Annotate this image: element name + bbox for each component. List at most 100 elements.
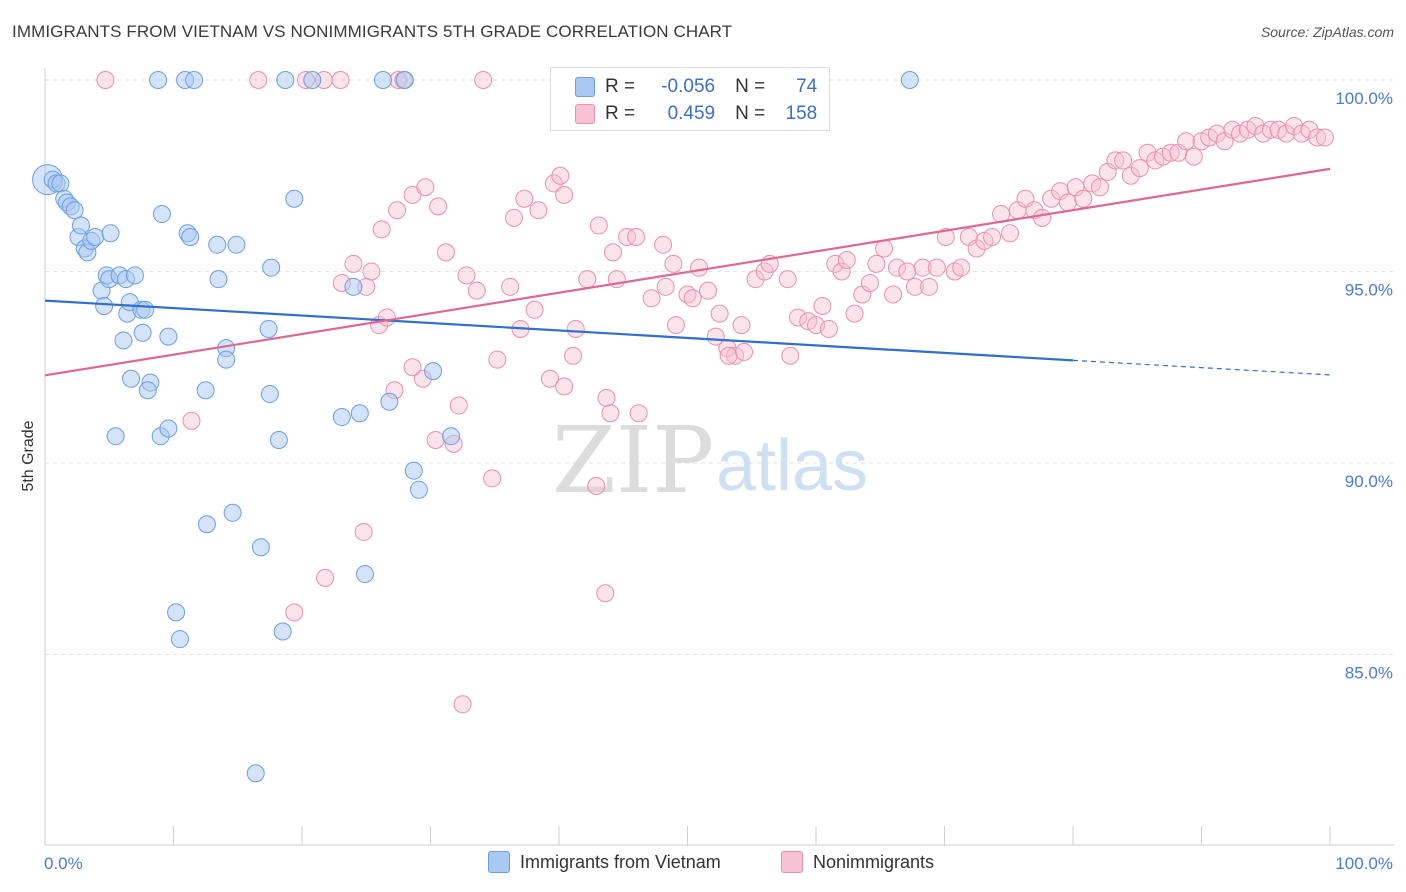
- vietnam-point: [404, 461, 423, 480]
- nonimmigrant-point: [1184, 147, 1203, 166]
- nonimmigrant-point: [555, 377, 574, 396]
- nonimmigrant-point: [1025, 201, 1044, 220]
- nonimmigrant-point: [666, 316, 685, 335]
- nonimmigrant-point: [596, 584, 615, 603]
- watermark-atlas: atlas: [716, 426, 868, 506]
- nonimmigrant-point: [1130, 159, 1149, 178]
- nonimmigrant-point: [875, 239, 894, 258]
- x-tick-max: 100.0%: [1335, 854, 1393, 873]
- vietnam-point: [344, 277, 363, 296]
- chart-title: IMMIGRANTS FROM VIETNAM VS NONIMMIGRANTS…: [12, 22, 733, 41]
- legend-n-label: N =: [735, 76, 766, 97]
- legend-n-value: 74: [796, 76, 818, 97]
- nonimmigrant-point: [1207, 124, 1226, 143]
- nonimmigrant-point: [249, 71, 268, 89]
- nonimmigrant-point: [778, 270, 797, 289]
- legend-row-vietnam: R = -0.056 N = 74: [575, 75, 817, 99]
- nonimmigrant-point: [1114, 151, 1133, 170]
- nonimmigrant-point: [699, 281, 718, 300]
- legend-r-value: 0.459: [667, 103, 716, 124]
- nonimmigrant-point: [1285, 116, 1304, 135]
- nonimmigrant-point: [555, 185, 574, 204]
- nonimmigrant-point: [488, 350, 507, 369]
- legend-n-label: N =: [735, 103, 766, 124]
- vietnam-point: [196, 381, 215, 400]
- nonimmigrant-point: [627, 228, 646, 247]
- nonimmigrant-point: [597, 388, 616, 407]
- vietnam-point: [185, 71, 204, 89]
- nonimmigrant-point: [316, 568, 335, 587]
- nonimmigrant-trend-line: [44, 167, 1331, 377]
- nonimmigrant-point: [726, 346, 745, 365]
- source-credit: Source: ZipAtlas.com: [1260, 24, 1394, 40]
- nonimmigrant-point: [587, 476, 606, 495]
- bottom-swatch-pink: [781, 851, 803, 873]
- vietnam-point: [181, 228, 200, 247]
- y-tick-label: 85.0%: [1345, 664, 1393, 683]
- nonimmigrant-point: [719, 346, 738, 365]
- nonimmigrant-point: [1001, 224, 1020, 243]
- nonimmigrant-point: [654, 235, 673, 254]
- nonimmigrant-point: [732, 316, 751, 335]
- nonimmigrant-point: [690, 258, 709, 277]
- legend-r-value: -0.056: [661, 76, 716, 97]
- vietnam-point: [136, 300, 155, 319]
- nonimmigrant-point: [1300, 120, 1319, 139]
- y-tick-label: 95.0%: [1345, 281, 1393, 300]
- vietnam-point: [380, 392, 399, 411]
- nonimmigrant-point: [551, 166, 570, 185]
- nonimmigrant-point: [436, 243, 455, 262]
- nonimmigrant-point: [603, 243, 622, 262]
- vietnam-point: [159, 327, 178, 346]
- vietnam-point: [442, 427, 461, 446]
- vietnam-point: [71, 216, 90, 235]
- nonimmigrant-point: [578, 270, 597, 289]
- legend-row-nonimmigrants: R = 0.459 N = 158: [575, 102, 817, 126]
- nonimmigrant-point: [426, 431, 445, 450]
- nonimmigrant-point: [983, 228, 1002, 247]
- nonimmigrant-point: [372, 220, 391, 239]
- nonimmigrant-point: [845, 304, 864, 323]
- legend-swatch-blue: [575, 77, 595, 97]
- axes: [44, 68, 1395, 846]
- vietnam-point: [260, 385, 279, 404]
- nonimmigrant-point: [505, 208, 524, 227]
- vietnam-points: [32, 71, 919, 783]
- vietnam-point: [197, 515, 216, 534]
- nonimmigrant-point: [746, 270, 765, 289]
- vietnam-point: [167, 603, 186, 622]
- nonimmigrant-point: [449, 396, 468, 415]
- vietnam-point: [424, 362, 443, 381]
- legend-r-label: R =: [605, 76, 636, 97]
- correlation-legend: R = -0.056 N = 74 R = 0.459 N = 158: [550, 67, 830, 131]
- nonimmigrant-point: [457, 266, 476, 285]
- nonimmigrant-point: [913, 258, 932, 277]
- vietnam-point: [122, 369, 141, 388]
- bottom-legend-label: Nonimmigrants: [813, 851, 935, 872]
- nonimmigrant-point: [474, 71, 493, 89]
- nonimmigrant-point: [416, 178, 435, 197]
- vietnam-point: [227, 235, 246, 254]
- nonimmigrant-point: [1074, 189, 1093, 208]
- nonimmigrant-point: [483, 469, 502, 488]
- vietnam-point: [86, 228, 105, 247]
- vietnam-point: [125, 266, 144, 285]
- nonimmigrant-point: [564, 346, 583, 365]
- nonimmigrant-point: [566, 319, 585, 338]
- nonimmigrant-point: [898, 262, 917, 281]
- nonimmigrant-point: [362, 262, 381, 281]
- vietnam-point: [355, 565, 374, 584]
- vietnam-point: [262, 258, 281, 277]
- nonimmigrant-point: [429, 197, 448, 216]
- vietnam-point: [350, 404, 369, 423]
- nonimmigrant-point: [601, 404, 620, 423]
- nonimmigrant-point: [920, 277, 939, 296]
- nonimmigrant-point: [285, 603, 304, 622]
- vietnam-point: [373, 71, 392, 89]
- vietnam-point: [409, 480, 428, 499]
- nonimmigrant-point: [927, 258, 946, 277]
- nonimmigrant-point: [377, 308, 396, 327]
- vietnam-point: [332, 408, 351, 427]
- nonimmigrant-point: [182, 411, 201, 430]
- legend-r-label: R =: [605, 103, 636, 124]
